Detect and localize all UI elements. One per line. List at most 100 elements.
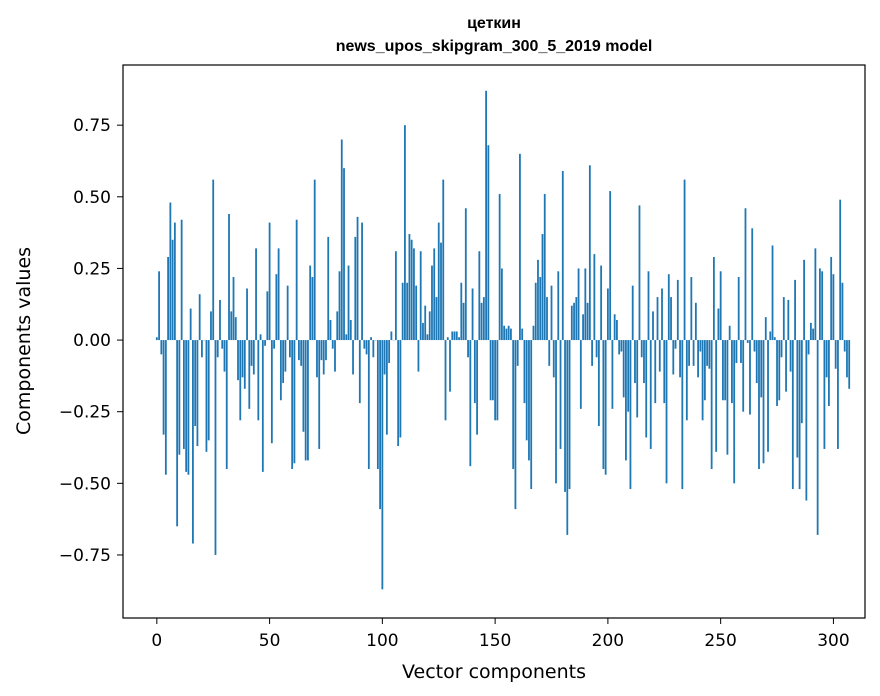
bar-213 (636, 340, 639, 418)
y-tick-label: 0.25 (73, 259, 111, 279)
bar-239 (694, 302, 697, 341)
bar-11 (180, 219, 183, 341)
bar-273 (771, 245, 774, 341)
bar-258 (737, 277, 740, 341)
bar-13 (185, 340, 188, 472)
bar-0 (155, 337, 158, 341)
bar-99 (379, 340, 381, 510)
bar-122 (431, 265, 433, 341)
bar-222 (656, 297, 659, 341)
bar-234 (683, 179, 686, 341)
bar-242 (701, 340, 704, 421)
bar-290 (809, 322, 812, 341)
bar-27 (216, 340, 219, 358)
bar-168 (534, 282, 537, 341)
bar-118 (422, 322, 424, 341)
bar-104 (390, 331, 393, 341)
x-tick-label: 100 (366, 631, 398, 651)
bar-298 (828, 340, 830, 406)
bar-167 (532, 325, 535, 341)
bar-228 (670, 297, 672, 341)
bar-261 (744, 208, 747, 341)
bar-137 (464, 208, 467, 341)
bar-281 (789, 340, 792, 372)
bar-120 (426, 334, 429, 341)
bar-157 (510, 328, 512, 341)
bar-225 (663, 340, 666, 404)
bar-141 (473, 340, 476, 404)
bar-175 (550, 285, 553, 341)
bar-68 (309, 265, 312, 341)
bar-283 (794, 279, 796, 341)
bar-299 (830, 256, 833, 341)
bar-2 (160, 340, 163, 355)
y-tick-label: 0.00 (73, 331, 111, 351)
bar-226 (665, 340, 668, 484)
bar-20 (201, 340, 203, 358)
bar-154 (503, 325, 506, 341)
x-tick-label: 250 (704, 631, 736, 651)
bar-301 (834, 340, 837, 369)
bar-221 (654, 340, 657, 404)
bar-5 (167, 256, 169, 341)
bar-48 (264, 340, 266, 346)
bar-236 (688, 340, 690, 366)
bar-212 (634, 340, 636, 384)
bar-83 (343, 168, 345, 341)
bar-249 (717, 308, 720, 341)
bar-91 (361, 222, 363, 341)
bar-149 (491, 340, 494, 401)
y-tick-label: 0.75 (73, 116, 111, 136)
bar-18 (196, 340, 199, 447)
bar-189 (582, 314, 584, 341)
bar-192 (588, 165, 591, 341)
bar-259 (740, 340, 742, 363)
bar-164 (525, 340, 528, 441)
bar-241 (699, 340, 702, 352)
y-tick-label: 0.50 (73, 188, 111, 208)
bar-57 (284, 340, 287, 372)
bar-69 (311, 277, 314, 341)
bar-15 (189, 308, 192, 341)
bar-29 (221, 340, 224, 349)
bar-144 (480, 302, 483, 341)
bar-9 (176, 340, 179, 527)
bar-223 (658, 340, 661, 372)
bar-182 (566, 340, 569, 535)
bar-123 (433, 248, 436, 341)
bar-306 (846, 340, 848, 378)
bar-56 (282, 340, 285, 384)
bar-90 (358, 340, 361, 404)
bar-107 (397, 340, 400, 447)
bar-205 (618, 340, 621, 355)
y-tick-label: −0.50 (59, 474, 111, 494)
y-axis-label: Components values (13, 247, 35, 435)
bar-305 (843, 340, 846, 352)
bar-126 (440, 242, 442, 341)
bar-84 (345, 334, 348, 341)
bar-24 (210, 311, 212, 341)
bar-139 (469, 340, 472, 467)
bar-19 (198, 294, 201, 341)
bar-47 (261, 340, 264, 472)
bar-178 (557, 271, 560, 341)
bar-245 (708, 340, 711, 369)
bar-195 (595, 340, 598, 358)
bar-303 (839, 199, 842, 341)
bar-148 (489, 340, 492, 401)
bar-219 (649, 340, 652, 449)
bar-172 (543, 193, 546, 341)
bar-63 (298, 340, 300, 361)
bar-215 (640, 340, 643, 358)
bar-209 (627, 340, 630, 412)
bar-87 (352, 340, 354, 375)
y-tick-label: −0.25 (59, 403, 111, 423)
bar-293 (816, 340, 819, 535)
bar-88 (354, 236, 357, 341)
bar-58 (286, 285, 289, 341)
bar-252 (724, 340, 727, 401)
bar-98 (376, 340, 379, 470)
bar-269 (762, 340, 765, 464)
bar-170 (539, 277, 542, 341)
bar-230 (674, 340, 677, 349)
